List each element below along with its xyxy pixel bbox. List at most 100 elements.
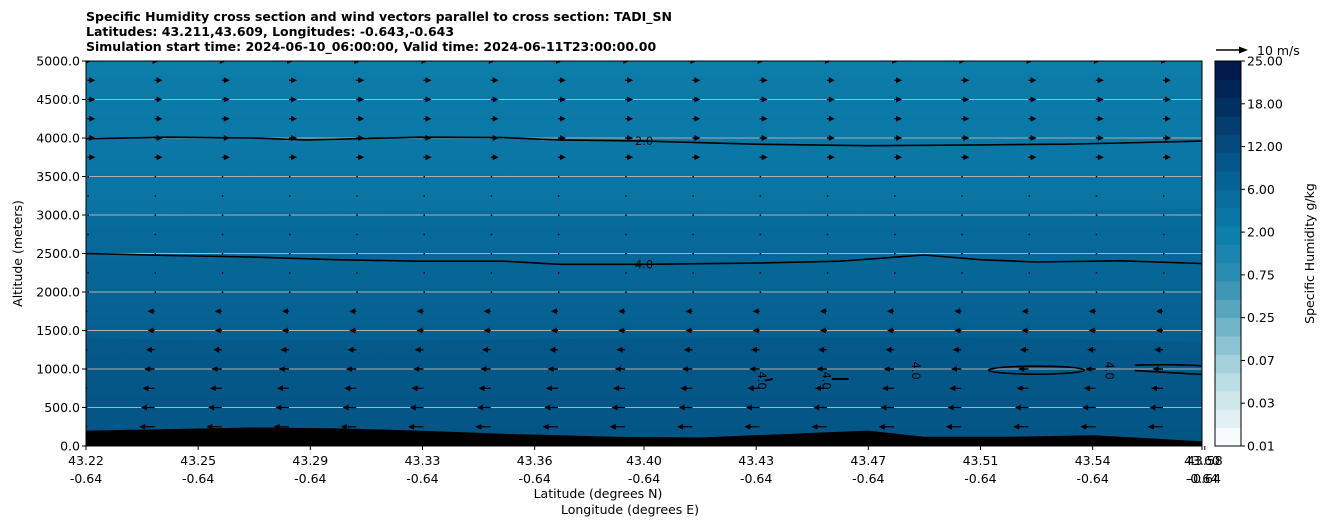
horizontal-gridlines — [86, 99, 1202, 408]
wind-vector — [289, 214, 291, 216]
wind-vector-head — [1019, 346, 1026, 353]
title-line-2: Latitudes: 43.211,43.609, Longitudes: -0… — [86, 24, 455, 39]
wind-vector-head — [280, 346, 287, 353]
wind-vector — [625, 253, 627, 255]
x-tick-label-lat: 43.43 — [738, 453, 774, 468]
wind-vector-head — [963, 135, 970, 141]
wind-vector-head — [358, 96, 365, 103]
colorbar-tick-label: 0.01 — [1247, 439, 1275, 454]
wind-vector — [289, 291, 291, 293]
wind-vector-head — [1097, 77, 1104, 84]
colorbar-segment — [1215, 427, 1241, 447]
wind-vector-head — [277, 385, 284, 392]
wind-vector-head — [282, 308, 289, 315]
wind-vector-head — [421, 61, 428, 64]
wind-vector-head — [952, 346, 959, 353]
wind-vector-head — [818, 346, 825, 353]
wind-vector-head — [1088, 308, 1095, 315]
contour-label: 4.0 — [635, 257, 653, 271]
wind-vector — [961, 195, 963, 197]
wind-vector-head — [413, 366, 420, 372]
wind-vector-head — [1018, 366, 1025, 372]
wind-vector — [289, 253, 291, 255]
wind-vector — [894, 195, 896, 197]
wind-vector — [1028, 176, 1031, 178]
wind-vector-head — [549, 346, 556, 353]
contour-loop — [1134, 363, 1202, 376]
x-tick-label-lon: -0.64 — [1076, 471, 1108, 486]
wind-vector — [423, 195, 425, 197]
wind-vector — [490, 176, 493, 178]
wind-vector-head — [89, 154, 96, 161]
wind-vector-head — [828, 96, 835, 103]
wind-vector-head — [1085, 366, 1092, 372]
colorbar-segment — [1215, 79, 1241, 99]
wind-vector-head — [623, 61, 630, 64]
wind-vector-head — [618, 308, 625, 315]
wind-vector-head — [1083, 385, 1090, 392]
wind-vector — [1095, 214, 1098, 216]
colorbar-tick-label: 0.75 — [1247, 267, 1275, 282]
wind-vector-head — [213, 346, 220, 353]
wind-vectors — [79, 61, 1172, 430]
wind-vector — [759, 214, 762, 216]
wind-vector — [692, 176, 694, 178]
wind-vector-head — [79, 347, 85, 353]
wind-vector-head — [761, 96, 768, 103]
wind-vector-head — [887, 308, 894, 315]
contour-loop — [764, 378, 774, 382]
wind-vector — [759, 291, 762, 293]
wind-vector-head — [1165, 77, 1172, 84]
wind-vector — [692, 233, 694, 236]
wind-vector — [826, 195, 829, 197]
wind-vector — [356, 233, 358, 236]
wind-vector — [1163, 291, 1165, 293]
wind-vector-head — [883, 366, 890, 372]
wind-vector-head — [896, 77, 903, 84]
wind-vector-head — [492, 77, 499, 84]
wind-vector-head — [611, 404, 618, 411]
wind-vector-head — [887, 327, 894, 334]
wind-vector-head — [1156, 327, 1163, 334]
wind-vector-head — [954, 308, 961, 315]
wind-vector-head — [1097, 135, 1104, 141]
wind-vector-head — [1087, 346, 1094, 353]
wind-vector — [423, 176, 425, 178]
wind-vector — [1095, 253, 1098, 255]
wind-vector — [356, 291, 358, 293]
wind-vector-head — [1165, 154, 1172, 161]
wind-vector — [154, 176, 157, 178]
wind-vector — [1028, 214, 1031, 216]
wind-vector — [423, 214, 425, 216]
wind-vector-head — [206, 423, 213, 430]
wind-vector-head — [545, 385, 552, 392]
wind-vector — [1028, 253, 1031, 255]
wind-vector — [221, 253, 224, 255]
wind-vector-head — [275, 404, 282, 411]
wind-vector — [1163, 253, 1165, 255]
wind-vector — [154, 291, 157, 293]
wind-vector — [1028, 233, 1031, 236]
wind-vector-head — [408, 423, 415, 430]
wind-vector — [961, 233, 963, 236]
wind-vector — [221, 214, 224, 216]
wind-vector-head — [1151, 385, 1158, 392]
wind-vector — [87, 233, 89, 236]
wind-vector-head — [896, 115, 903, 122]
wind-vector-head — [627, 77, 634, 84]
wind-vector-head — [1093, 61, 1100, 64]
y-tick-label: 500.0 — [44, 400, 80, 415]
wind-vector — [894, 176, 896, 178]
wind-vector — [961, 176, 963, 178]
wind-vector-head — [814, 385, 821, 392]
wind-vector-head — [878, 423, 885, 430]
wind-vector — [221, 291, 224, 293]
contour-label: 4.0 — [1102, 361, 1116, 379]
wind-vector-head — [1082, 404, 1089, 411]
wind-vector — [490, 214, 493, 216]
y-tick-label: 3500.0 — [36, 169, 80, 184]
colorbar-segment — [1215, 171, 1241, 190]
x-tick-label-lon: -0.64 — [182, 471, 214, 486]
wind-key-label: 10 m/s — [1257, 43, 1300, 58]
y-tick-label: 2500.0 — [36, 246, 80, 261]
